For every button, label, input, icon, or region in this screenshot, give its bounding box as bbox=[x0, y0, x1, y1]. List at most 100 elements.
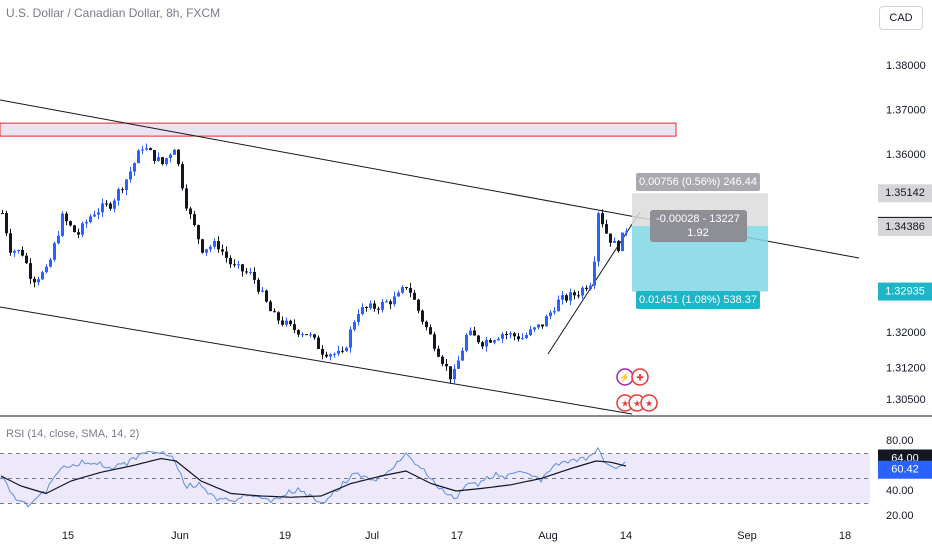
candle-body bbox=[5, 213, 8, 234]
candle-body bbox=[365, 306, 368, 309]
candle-body bbox=[33, 278, 36, 283]
rsi-tick-label: 20.00 bbox=[886, 510, 914, 522]
candle-body bbox=[137, 150, 140, 164]
price-tick-label: 1.37000 bbox=[886, 104, 926, 116]
candle-body bbox=[281, 320, 284, 325]
channel-lower-line[interactable] bbox=[0, 306, 633, 415]
candle-body bbox=[449, 366, 452, 380]
candle-body bbox=[581, 287, 584, 296]
time-tick-label: 18 bbox=[839, 530, 851, 542]
candle-body bbox=[153, 150, 156, 161]
candle-body bbox=[313, 334, 316, 338]
candle-body bbox=[505, 334, 508, 336]
candle-body bbox=[617, 240, 620, 252]
candle-body bbox=[461, 350, 464, 361]
candle-body bbox=[469, 330, 472, 336]
candle-body bbox=[325, 354, 328, 357]
stop-level-price-tag: 1.35142 bbox=[885, 187, 925, 199]
time-tick-label: Sep bbox=[737, 530, 757, 542]
candle-body bbox=[85, 221, 88, 224]
candle-body bbox=[549, 312, 552, 317]
lightning-event-icon-glyph: ⚡ bbox=[619, 371, 630, 383]
candle-body bbox=[141, 149, 144, 151]
candle-body bbox=[489, 340, 492, 343]
candle-body bbox=[129, 171, 132, 180]
price-tick-label: 1.31200 bbox=[886, 363, 926, 375]
candle-body bbox=[361, 306, 364, 315]
candle-body bbox=[165, 158, 168, 165]
candle-body bbox=[293, 324, 296, 331]
candle-body bbox=[37, 279, 40, 283]
candle-body bbox=[257, 279, 260, 292]
resistance-zone[interactable] bbox=[0, 122, 677, 137]
candle-body bbox=[377, 308, 380, 310]
stop-level-price-tag-bg bbox=[878, 184, 932, 203]
candle-body bbox=[341, 350, 344, 352]
candle-body bbox=[453, 368, 456, 380]
candle-body bbox=[149, 148, 152, 151]
position-target-label-bg bbox=[636, 173, 760, 191]
currency-button[interactable]: CAD bbox=[879, 6, 923, 30]
candle-body bbox=[169, 154, 172, 159]
candle-body bbox=[209, 246, 212, 250]
candle-body bbox=[509, 333, 512, 335]
candle-body bbox=[309, 334, 312, 336]
time-tick-label: Jun bbox=[171, 530, 189, 542]
candle-body bbox=[597, 213, 600, 262]
canada-flag-event-icon-glyph: ✚ bbox=[636, 372, 644, 382]
candle-body bbox=[393, 296, 396, 305]
candle-body bbox=[345, 347, 348, 352]
us-flag-event-icon-glyph: ★ bbox=[621, 398, 629, 408]
candle-body bbox=[157, 157, 160, 161]
time-tick-label: Jul bbox=[365, 530, 379, 542]
candle-body bbox=[421, 310, 424, 322]
rsi-sma-value-tag: 60.42 bbox=[891, 464, 919, 476]
candle-body bbox=[337, 350, 340, 354]
candle-body bbox=[173, 149, 176, 155]
candle-body bbox=[621, 232, 624, 252]
rsi-sma-line[interactable] bbox=[0, 457, 627, 498]
candle-body bbox=[289, 320, 292, 325]
candle-body bbox=[437, 348, 440, 357]
candle-body bbox=[577, 295, 580, 297]
candle-body bbox=[245, 271, 248, 273]
candle-body bbox=[317, 337, 320, 349]
candle-body bbox=[501, 334, 504, 339]
candle-body bbox=[269, 301, 272, 312]
candle-body bbox=[241, 264, 244, 272]
candle-body bbox=[249, 271, 252, 273]
candle-body bbox=[465, 335, 468, 351]
candle-body bbox=[385, 301, 388, 303]
candle-body bbox=[513, 333, 516, 337]
candle-body bbox=[189, 208, 192, 215]
candle-body bbox=[481, 342, 484, 347]
candle-body bbox=[161, 157, 164, 165]
candle-body bbox=[133, 163, 136, 172]
time-tick-label: 17 bbox=[451, 530, 463, 542]
position-info-line2: 1.92 bbox=[687, 227, 708, 239]
candle-body bbox=[41, 272, 44, 280]
candle-body bbox=[389, 301, 392, 305]
candle-body bbox=[349, 329, 352, 348]
candle-body bbox=[45, 266, 48, 273]
candle-body bbox=[69, 221, 72, 226]
position-info-box[interactable] bbox=[650, 210, 747, 242]
candle-body bbox=[121, 189, 124, 191]
canada-flag-event-icon[interactable] bbox=[631, 368, 649, 386]
candle-body bbox=[201, 239, 204, 253]
candle-body bbox=[1, 212, 4, 214]
candle-body bbox=[473, 330, 476, 336]
candle-body bbox=[405, 287, 408, 289]
rsi-tick-label: 80.00 bbox=[886, 435, 914, 447]
candle-body bbox=[21, 250, 24, 256]
candle-body bbox=[253, 271, 256, 280]
us-flag-event-icon[interactable] bbox=[640, 394, 658, 412]
rsi-title: RSI (14, close, SMA, 14, 2) bbox=[6, 428, 139, 440]
candle-body bbox=[533, 327, 536, 330]
candle-body bbox=[273, 311, 276, 313]
candle-body bbox=[145, 148, 148, 150]
candle-body bbox=[593, 261, 596, 286]
candle-body bbox=[445, 363, 448, 367]
candle-body bbox=[197, 225, 200, 240]
